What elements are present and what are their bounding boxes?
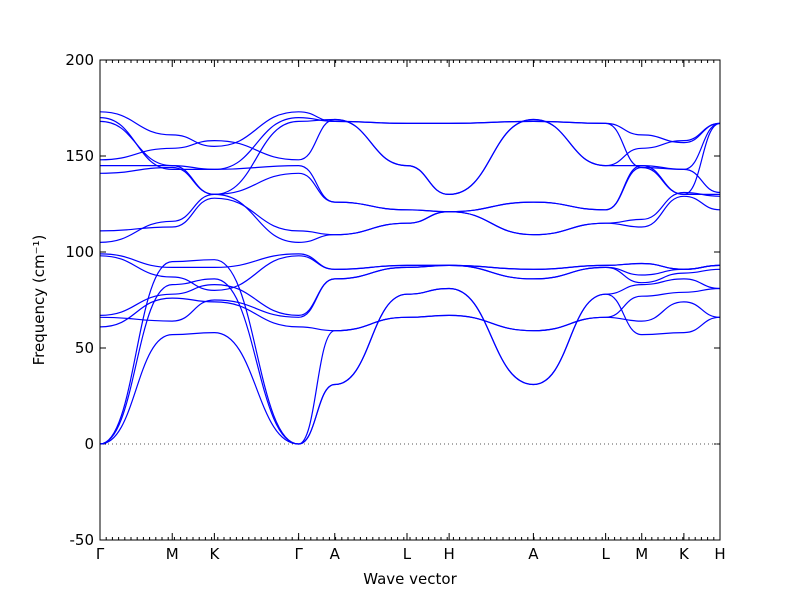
band-series-line <box>99 116 721 171</box>
x-tick-label: M <box>635 545 648 563</box>
band-series-line <box>99 287 721 332</box>
y-tick-label: 200 <box>65 51 94 69</box>
x-tick-label: L <box>403 545 412 563</box>
x-tick-label: A <box>528 545 539 563</box>
band-series-line <box>99 111 721 148</box>
band-series-line <box>99 253 721 270</box>
band-series-line <box>99 264 721 322</box>
band-series-line <box>99 166 720 213</box>
band-curves <box>99 111 721 445</box>
x-tick-label: Γ <box>96 545 105 563</box>
x-tick-label: H <box>714 545 725 563</box>
plot-frame <box>99 59 721 541</box>
band-series-line <box>99 278 721 445</box>
x-tick-label: M <box>166 545 179 563</box>
band-series-line <box>99 287 721 445</box>
band-series-line <box>100 164 721 213</box>
band-series-line <box>99 191 721 236</box>
x-tick-label: H <box>443 545 454 563</box>
y-tick-label: 150 <box>65 147 94 165</box>
x-tick-label: A <box>330 545 341 563</box>
x-tick-label: K <box>209 545 220 563</box>
y-tick-label: 0 <box>84 435 94 453</box>
y-axis-ticks: -50 0 50 100 150 200 <box>65 51 720 549</box>
y-tick-label: 50 <box>75 339 94 357</box>
band-series-line <box>99 193 721 244</box>
y-axis-label: Frequency (cm⁻¹) <box>30 235 48 366</box>
y-tick-label: -50 <box>70 531 95 549</box>
x-tick-label: Γ <box>294 545 303 563</box>
y-tick-label: 100 <box>65 243 94 261</box>
x-tick-label: K <box>679 545 690 563</box>
x-tick-label: L <box>601 545 610 563</box>
x-axis-label: Wave vector <box>363 570 457 588</box>
band-series-line <box>99 264 721 317</box>
band-series-line <box>99 118 721 196</box>
